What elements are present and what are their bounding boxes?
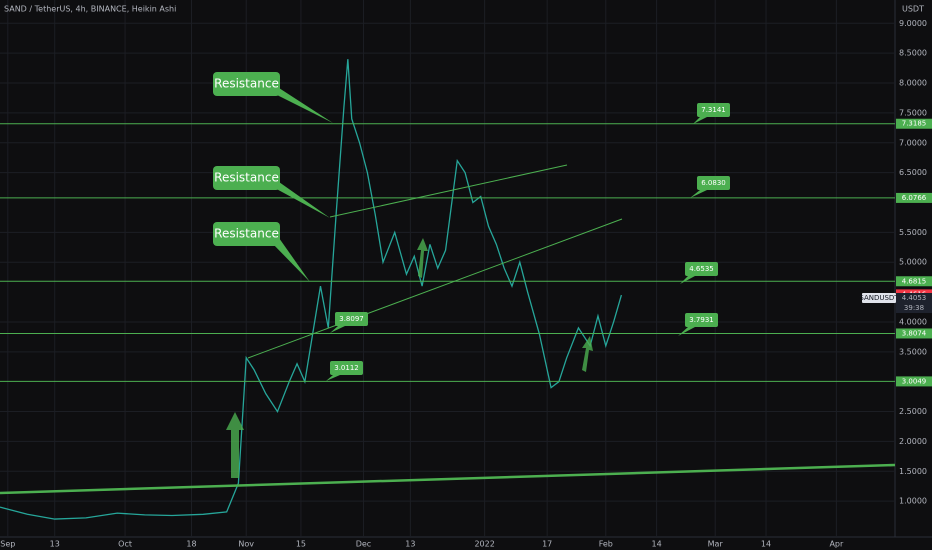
callout-box bbox=[335, 312, 368, 326]
callout-label: 3.7931 bbox=[689, 316, 714, 324]
x-tick-label: 13 bbox=[405, 540, 415, 549]
x-tick-label: Mar bbox=[708, 540, 724, 549]
y-tick-label: 5.5000 bbox=[899, 228, 927, 237]
x-tick-label: 13 bbox=[50, 540, 60, 549]
callout-pointer bbox=[326, 375, 340, 381]
arrow-up bbox=[582, 336, 593, 372]
y-tick-label: 1.0000 bbox=[899, 497, 927, 506]
grid bbox=[0, 0, 895, 537]
level-badge-label: 3.8074 bbox=[902, 329, 927, 337]
arrow-up bbox=[417, 238, 428, 278]
level-badge-label: 7.3185 bbox=[902, 120, 927, 128]
resistance-box bbox=[213, 166, 280, 190]
x-tick-label: Sep bbox=[0, 540, 15, 549]
callout-pointer bbox=[690, 190, 707, 198]
resistance-label: Resistance bbox=[214, 227, 279, 241]
callout-box bbox=[697, 103, 730, 117]
x-tick-label: Oct bbox=[118, 540, 132, 549]
x-tick-label: Nov bbox=[238, 540, 254, 549]
y-tick-label: 3.5000 bbox=[899, 347, 927, 356]
callout-label: 3.8097 bbox=[339, 315, 364, 323]
x-tick-label: 15 bbox=[296, 540, 306, 549]
y-tick-label: 8.0000 bbox=[899, 79, 927, 88]
resistance-box bbox=[213, 72, 280, 96]
trendline bbox=[247, 218, 623, 359]
x-tick-label: 18 bbox=[186, 540, 196, 549]
x-tick-label: Dec bbox=[356, 540, 371, 549]
x-tick-label: Feb bbox=[599, 540, 613, 549]
callout-box bbox=[330, 361, 363, 375]
level-badge bbox=[896, 192, 932, 203]
callout-pointer bbox=[271, 88, 333, 123]
x-tick-label: 17 bbox=[542, 540, 552, 549]
chart-title: SAND / TetherUS, 4h, BINANCE, Heikin Ash… bbox=[4, 5, 176, 14]
level-badge-label: 3.0049 bbox=[902, 377, 927, 385]
callout-pointer bbox=[271, 182, 330, 218]
callout-label: 7.3141 bbox=[701, 106, 726, 114]
level-badge-label: 6.0766 bbox=[902, 194, 927, 202]
y-tick-label: 7.0000 bbox=[899, 138, 927, 147]
level-badge bbox=[896, 328, 932, 339]
axis-unit: USDT bbox=[902, 5, 924, 14]
callout-pointer bbox=[678, 327, 695, 336]
x-tick-label: Apr bbox=[829, 540, 844, 549]
symbol: SANDUSDT bbox=[859, 294, 899, 302]
y-tick-label: 7.5000 bbox=[899, 108, 927, 117]
callout-label: 6.0830 bbox=[701, 179, 726, 187]
y-tick-label: 4.0000 bbox=[899, 317, 927, 326]
level-badge bbox=[896, 118, 932, 129]
callout-pointer bbox=[271, 238, 310, 282]
price-badge bbox=[896, 293, 932, 313]
callout-box bbox=[685, 313, 718, 327]
callout-label: 4.6535 bbox=[689, 265, 714, 273]
callout-pointer bbox=[680, 276, 695, 284]
x-tick-label: 14 bbox=[652, 540, 662, 549]
price-badge-label: 4.4053 bbox=[902, 294, 927, 302]
y-tick-label: 9.0000 bbox=[899, 19, 927, 28]
resistance-label: Resistance bbox=[214, 171, 279, 185]
trendline bbox=[329, 164, 568, 218]
y-tick-label: 1.5000 bbox=[899, 467, 927, 476]
plot bbox=[0, 59, 895, 520]
annotations: Resistance Resistance Resistance 7.3141 6.08… bbox=[213, 72, 730, 381]
y-tick-label: 8.5000 bbox=[899, 49, 927, 58]
countdown: 39:38 bbox=[904, 304, 924, 312]
callout-label: 3.0112 bbox=[334, 364, 359, 372]
resistance-label: Resistance bbox=[214, 77, 279, 91]
callout-box bbox=[685, 262, 718, 276]
resistance-box bbox=[213, 222, 280, 246]
level-badge bbox=[896, 376, 932, 387]
level-badge bbox=[896, 276, 932, 287]
callout-pointer bbox=[693, 117, 707, 124]
arrow-up bbox=[226, 412, 244, 478]
y-tick-label: 6.5000 bbox=[899, 168, 927, 177]
x-tick-label: 14 bbox=[761, 540, 771, 549]
symbol-badge bbox=[862, 293, 896, 303]
level-badge-label: 4.6815 bbox=[902, 277, 927, 285]
callout-pointer bbox=[330, 326, 345, 333]
callout-box bbox=[697, 176, 730, 190]
x-tick-label: 2022 bbox=[474, 540, 494, 549]
y-tick-label: 2.0000 bbox=[899, 437, 927, 446]
y-tick-label: 5.0000 bbox=[899, 258, 927, 267]
support-trendline bbox=[0, 463, 896, 495]
y-tick-label: 2.5000 bbox=[899, 407, 927, 416]
